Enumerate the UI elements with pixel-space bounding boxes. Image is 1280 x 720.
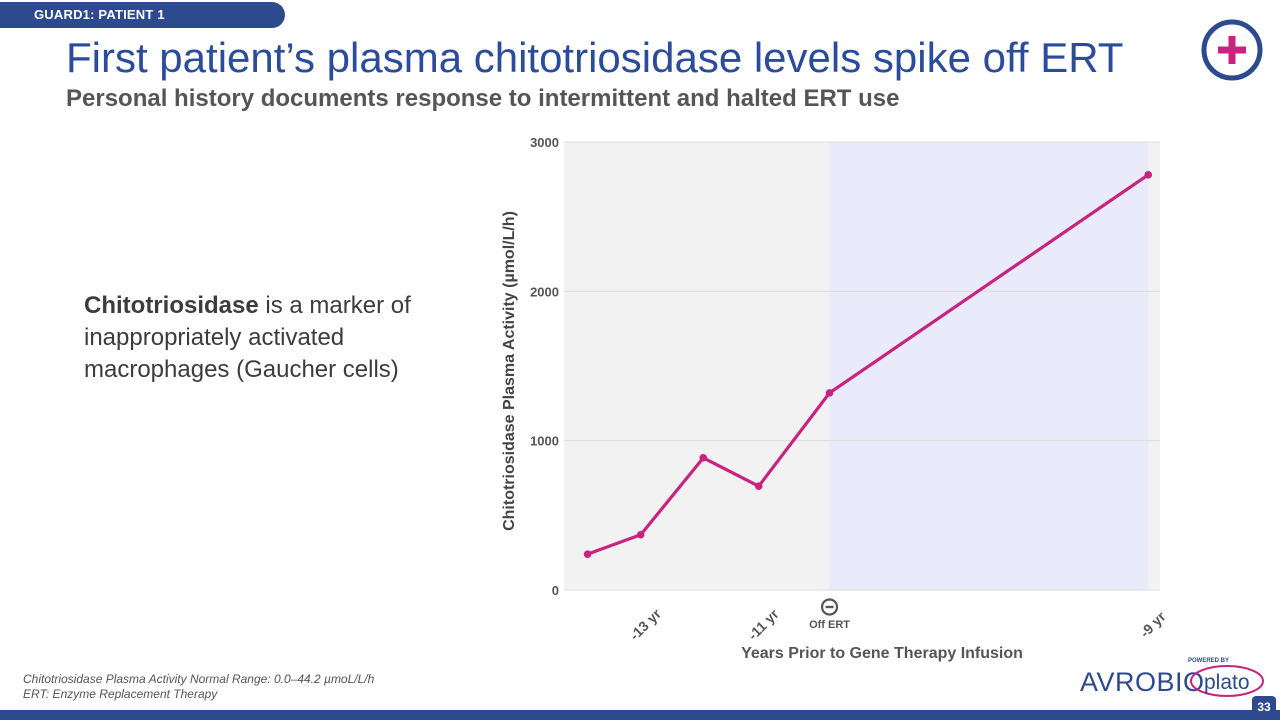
x-tick-label: -13 yr bbox=[626, 605, 664, 643]
marker-description: Chitotriosidase is a marker of inappropr… bbox=[84, 290, 444, 386]
off-ert-minus-icon bbox=[820, 598, 839, 616]
brand-name: AVROBIO bbox=[1080, 667, 1205, 697]
section-tag: GUARD1: PATIENT 1 bbox=[0, 2, 285, 28]
bottom-bar bbox=[0, 710, 1280, 720]
brand-platform: plato bbox=[1204, 671, 1250, 694]
data-point bbox=[825, 389, 834, 397]
data-point bbox=[1144, 171, 1152, 179]
series-line bbox=[587, 173, 1150, 556]
x-tick-label: -9 yr bbox=[1137, 608, 1170, 641]
chitotriosidase-line-chart: 0 1000 2000 3000 Chitotriosidase Plasma Acti… bbox=[501, 135, 1170, 662]
y-tick-label: 2000 bbox=[530, 284, 559, 299]
y-tick-label: 1000 bbox=[530, 434, 559, 449]
y-axis-label: Chitotriosidase Plasma Activity (µmol/L/… bbox=[501, 211, 518, 531]
page-title: First patient’s plasma chitotriosidase l… bbox=[66, 34, 1124, 81]
x-tick-label: -11 yr bbox=[745, 605, 783, 643]
marker-term: Chitotriosidase bbox=[84, 292, 259, 319]
plus-logo-icon bbox=[1201, 19, 1263, 81]
y-tick-label: 3000 bbox=[530, 135, 559, 150]
data-point bbox=[636, 530, 645, 539]
footnote-ert: ERT: Enzyme Replacement Therapy bbox=[23, 687, 218, 701]
data-point bbox=[699, 454, 708, 462]
off-ert-label: Off ERT bbox=[809, 619, 850, 631]
data-point bbox=[583, 550, 592, 558]
y-tick-label: 0 bbox=[552, 583, 559, 598]
avrobio-plato-logo: AVROBIO POWERED BY plato bbox=[1080, 658, 1264, 697]
marker-explanation: is a marker of inappropriately activated… bbox=[84, 292, 411, 383]
page-number: 33 bbox=[1252, 696, 1276, 718]
off-ert-shaded-region bbox=[829, 142, 1149, 590]
footnote-normal-range: Chitotriosidase Plasma Activity Normal R… bbox=[23, 672, 375, 686]
brand-powered-by: POWERED BY bbox=[1188, 658, 1229, 664]
data-point bbox=[754, 482, 763, 491]
page-subtitle: Personal history documents response to i… bbox=[66, 85, 900, 112]
x-axis-label: Years Prior to Gene Therapy Infusion bbox=[741, 645, 1023, 662]
